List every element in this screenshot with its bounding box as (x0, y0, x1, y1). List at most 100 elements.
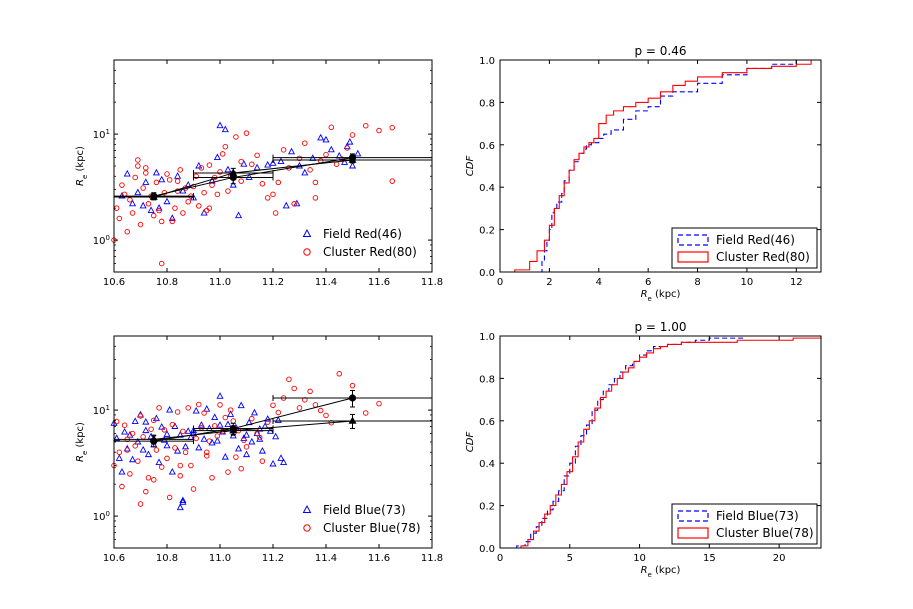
data-point-circle (153, 447, 160, 453)
data-point-circle (254, 430, 260, 437)
data-point-triangle (139, 201, 147, 209)
cdf-line-field (500, 59, 821, 273)
median-point-circle (348, 154, 357, 162)
data-point-circle (201, 189, 207, 196)
data-point-triangle (234, 444, 243, 452)
data-point-triangle (348, 161, 357, 169)
chart-title: p = 1.00 (634, 320, 686, 334)
data-point-circle (156, 405, 162, 411)
data-point-circle (291, 201, 297, 207)
data-point-triangle (179, 498, 187, 505)
data-point-circle (206, 162, 213, 168)
data-point-circle (166, 177, 173, 183)
data-point-circle (214, 191, 221, 198)
cdf-panel-3: 0 5 10 15 20 0.0 0.2 0.4 0.6 0.8 1.0 p = 1.00 Re (kp… (465, 320, 822, 579)
x-tick-label: 11.0 (209, 553, 231, 564)
x-tick-label: 11.8 (421, 277, 443, 288)
data-point-circle (389, 124, 396, 131)
data-point-circle (127, 471, 133, 477)
y-axis-label: CDF (465, 432, 476, 453)
legend-swatch (677, 510, 709, 522)
scatter-panel-0: 10.6 10.8 11.0 11.2 11.4 11.6 11.8 100 101 Re (kp… (75, 59, 443, 288)
data-point-circle (272, 210, 279, 216)
data-point-circle (180, 428, 186, 435)
x-tick-label: 10.6 (103, 553, 125, 564)
data-point-circle (185, 198, 191, 205)
data-point-circle (241, 437, 247, 443)
data-point-circle (190, 486, 197, 492)
data-point-circle (196, 203, 202, 209)
data-point-circle (145, 201, 152, 207)
median-trend-cluster (113, 390, 433, 448)
data-point-circle (116, 215, 123, 222)
data-point-circle (196, 401, 202, 408)
data-point-triangle (131, 417, 139, 424)
median-point-circle (150, 192, 158, 200)
data-point-circle (376, 127, 382, 134)
data-point-circle (238, 465, 244, 472)
data-point-circle (203, 449, 210, 456)
legend-label: Field Blue(73) (323, 503, 406, 517)
legend-label: Cluster Blue(78) (323, 521, 421, 535)
y-tick-label: 101 (93, 404, 110, 417)
data-point-triangle (134, 188, 142, 196)
data-point-circle (169, 218, 176, 225)
data-point-triangle (274, 416, 282, 423)
plot-frame (499, 335, 822, 549)
data-point-triangle (216, 392, 224, 399)
data-point-circle (389, 178, 396, 184)
data-point-circle (219, 151, 226, 157)
data-point-triangle (264, 160, 272, 168)
data-point-triangle (269, 459, 277, 467)
data-point-triangle (277, 454, 285, 461)
data-point-triangle (197, 421, 206, 428)
cdf-panel-1: 0 2 4 6 8 10 12 0.0 0.2 0.4 0.6 0.8 1.0 p = 0.46 Re (k… (465, 44, 822, 303)
y-axis-label-text: Re (kpc) (75, 146, 89, 186)
data-point-circle (336, 371, 343, 377)
x-axis-label-text: Re (kpc) (641, 565, 681, 579)
data-point-circle (270, 402, 276, 409)
y-tick-label: 0.0 (479, 544, 495, 555)
data-point-circle (137, 221, 144, 228)
y-tick-label: 0.4 (479, 183, 495, 194)
data-point-circle (124, 228, 130, 235)
data-point-circle (259, 181, 266, 187)
data-point-triangle (123, 169, 131, 177)
data-point-triangle (245, 173, 253, 180)
x-tick-label: 11.2 (262, 277, 284, 288)
data-point-triangle (163, 430, 171, 437)
legend-swatch (677, 527, 709, 539)
legend-marker-triangle (302, 228, 312, 237)
data-point-triangle (272, 432, 280, 440)
data-point-circle (214, 433, 221, 439)
data-point-triangle (155, 204, 163, 211)
data-point-circle (188, 462, 194, 469)
data-point-circle (225, 188, 231, 194)
x-tick-label: 11.4 (315, 553, 337, 564)
data-point-circle (257, 434, 263, 441)
data-point-triangle (184, 180, 192, 188)
x-tick-label: 6 (645, 277, 651, 288)
data-point-circle (254, 152, 260, 159)
plot-frame (499, 59, 822, 273)
data-point-triangle (221, 125, 229, 133)
data-point-triangle (142, 178, 150, 185)
legend: Field Red(46) Cluster Red(80) (671, 227, 818, 269)
data-point-circle (291, 385, 297, 392)
y-tick-label: 101 (93, 128, 110, 141)
data-point-triangle (216, 121, 224, 129)
x-tick-label: 4 (596, 277, 602, 288)
chart-title: p = 0.46 (634, 44, 686, 58)
data-point-circle (323, 151, 329, 158)
x-tick-label: 20 (773, 553, 786, 564)
y-tick-label: 100 (93, 510, 110, 523)
legend-label: Cluster Blue(78) (716, 526, 814, 540)
x-tick-label: 15 (703, 553, 716, 564)
legend-marker-triangle (302, 504, 312, 513)
data-point-circle (222, 414, 229, 421)
x-tick-label: 0 (497, 277, 503, 288)
data-point-circle (217, 402, 223, 408)
data-point-triangle (174, 172, 182, 179)
x-tick-label: 11.6 (368, 553, 390, 564)
legend-label: Field Blue(73) (716, 509, 799, 523)
